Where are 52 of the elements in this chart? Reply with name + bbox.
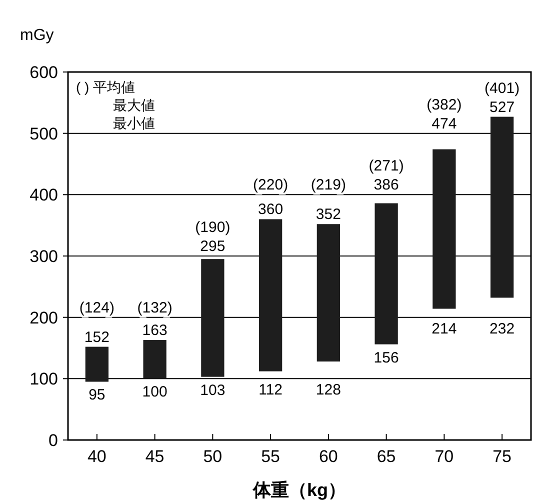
- annotation: 最小値: [113, 115, 155, 131]
- y-axis-title: mGy: [20, 27, 54, 44]
- x-tick-label: 75: [492, 447, 512, 466]
- x-tick-label: 50: [203, 447, 222, 466]
- bar: [143, 340, 166, 379]
- y-tick-label: 100: [30, 370, 58, 389]
- bar: [490, 116, 514, 298]
- bar: [85, 346, 109, 382]
- annotation: (132): [137, 299, 172, 316]
- x-tick-label: 70: [434, 447, 454, 466]
- data-label: 386: [374, 176, 399, 194]
- data-label: 295: [200, 238, 226, 255]
- annotation: 112: [258, 382, 283, 399]
- x-tick-label: 60: [318, 447, 338, 466]
- annotation: (271): [368, 158, 404, 175]
- annotation: 214: [432, 320, 457, 338]
- y-tick-label: 0: [48, 430, 58, 450]
- annotation: (219): [310, 176, 346, 194]
- data-label: 163: [142, 322, 168, 340]
- y-tick-label: 300: [30, 246, 58, 266]
- data-label: 474: [432, 115, 457, 132]
- data-label: 152: [84, 328, 110, 346]
- bar: [374, 203, 398, 344]
- y-tick-label: 400: [30, 186, 58, 205]
- bar: [432, 149, 456, 309]
- data-label: 527: [490, 98, 515, 116]
- annotation: (124): [79, 299, 114, 316]
- annotation: 95: [88, 386, 106, 404]
- y-tick-label: 200: [30, 308, 58, 328]
- annotation: ( ) 平均値: [76, 79, 136, 95]
- annotation: (190): [195, 219, 230, 236]
- annotation: (220): [253, 176, 288, 194]
- y-tick-label: 500: [30, 124, 58, 144]
- data-label: 352: [316, 206, 341, 224]
- bar: [316, 224, 340, 362]
- x-tick-label: 40: [87, 447, 106, 466]
- annotation: 156: [374, 349, 399, 366]
- annotation: (401): [484, 80, 520, 97]
- x-tick-label: 55: [261, 447, 280, 466]
- y-tick-label: 600: [30, 62, 58, 82]
- annotation: 100: [142, 384, 168, 401]
- annotation: 最大値: [113, 97, 155, 113]
- x-axis-title: 体重（kg）: [252, 480, 346, 500]
- annotation: (382): [426, 96, 462, 114]
- x-tick-label: 45: [145, 447, 164, 466]
- bar: [201, 259, 224, 377]
- annotation: 103: [200, 382, 226, 399]
- bar: [258, 219, 282, 372]
- annotation: 128: [316, 382, 341, 399]
- x-tick-label: 65: [376, 447, 396, 466]
- annotation: 232: [490, 320, 515, 338]
- data-label: 360: [258, 201, 284, 218]
